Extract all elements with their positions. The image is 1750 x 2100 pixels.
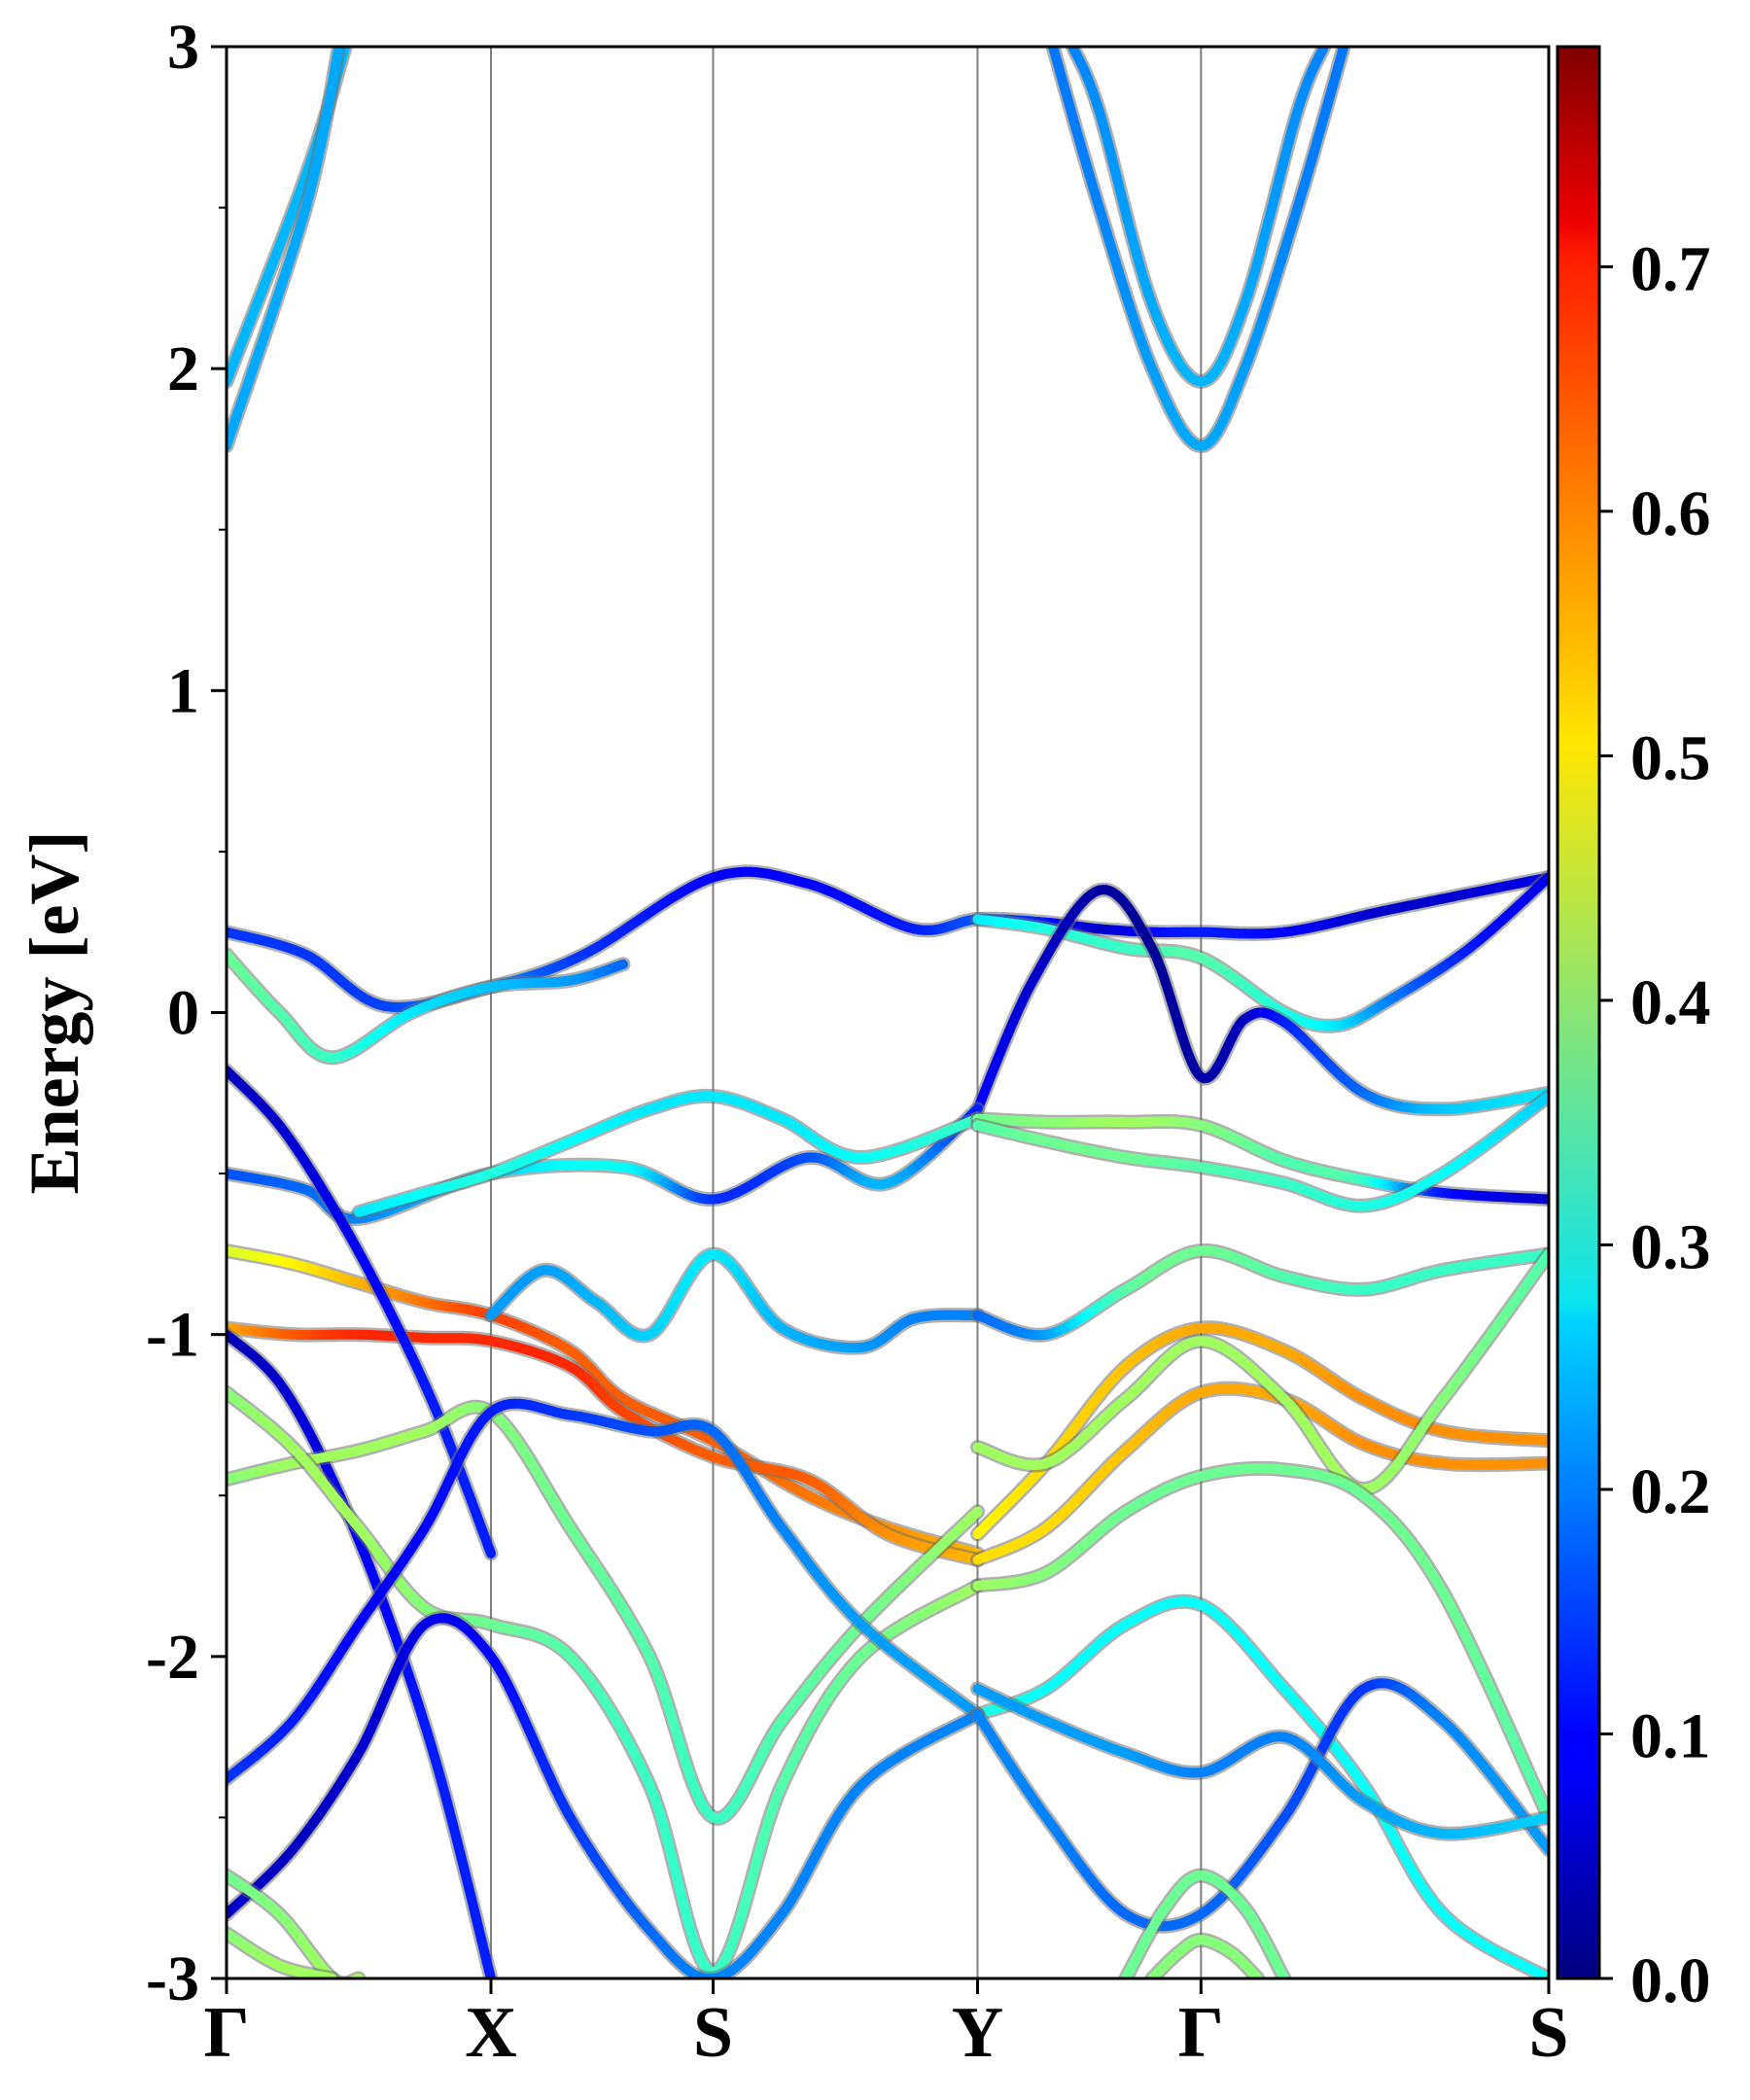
band-vb-G-lower-green [970,1460,1549,1825]
y-tick-label: -1 [146,1300,199,1371]
kpoint-label: Γ [203,1993,249,2073]
kpoint-label: Y [952,1993,1003,2073]
kpoint-label: Γ [1178,1993,1224,2073]
band-vb-dark-steep [227,1063,499,1561]
band-vb2-cyan [351,1088,985,1220]
colorbar-tick-label: 0.4 [1630,967,1711,1038]
band-cb-lower [227,47,347,454]
y-tick-label: -3 [146,1943,199,2014]
band-vb-lower-green [227,1399,985,1826]
band-vb2-green [970,1089,1549,1213]
axes: -3 -2 -1 0 1 2 3 Γ X S Y Γ S [146,12,1569,2073]
band-cb-lower-G [1045,47,1351,454]
band-vb2-flat [970,1111,1549,1208]
kpoint-label: S [693,1993,733,2073]
band-vb-G-blue2 [970,1681,1549,1841]
y-tick-label: 2 [167,333,199,404]
band-vb-G-right [970,1242,1549,1343]
y-tick-label: 1 [167,655,199,726]
band-vb-G-bottom-green2 [1144,1932,1266,1978]
colorbar-tick-label: 0.6 [1630,478,1711,549]
band-vb-top-cyan [227,947,631,1066]
band-vb-G-bottom-green [1118,1868,1292,1978]
colorbar-tick-label: 0.2 [1630,1456,1711,1527]
kpoint-label: X [465,1993,516,2073]
colorbar: 0.0 0.1 0.2 0.3 0.4 0.5 0.6 0.7 [1556,45,1711,2016]
colorbar-tick-label: 0.1 [1630,1700,1711,1771]
colorbar-gradient [1556,45,1601,1980]
band-vb-dark-cross [970,882,1549,1117]
colorbar-tick-label: 0.7 [1630,233,1711,304]
kpoint-label: S [1528,1993,1568,2073]
y-tick-label: -2 [146,1622,199,1693]
band-vb-G-green [970,1246,1549,1497]
plot-area [227,47,1549,1978]
colorbar-tick-label: 0.5 [1630,722,1711,793]
y-tick-label: 3 [167,12,199,83]
band-vb-blue-cross [227,1396,985,1787]
band-vb-G-lower-green2 [970,1593,1549,1978]
band-vb-lower-green2 [227,1384,985,1978]
colorbar-tick-label: 0.0 [1630,1945,1711,2016]
colorbar-tick-label: 0.3 [1630,1211,1711,1282]
y-axis-title: Energy [eV] [16,831,93,1195]
y-tick-label: 0 [167,978,199,1049]
band-vb-G-cyan [970,869,1549,1033]
band-vb-bottom-green2 [227,1926,340,1978]
